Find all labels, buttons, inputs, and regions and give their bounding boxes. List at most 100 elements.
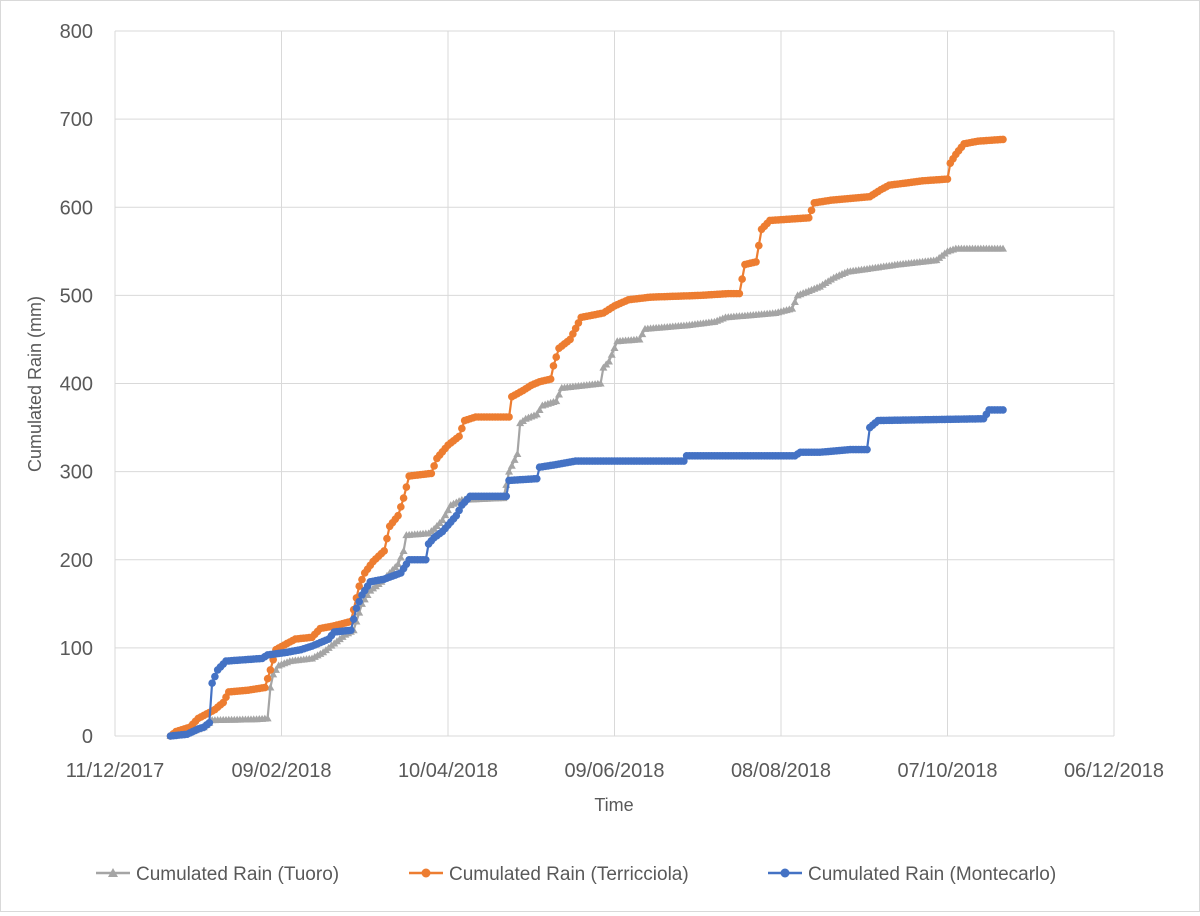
data-point [735, 289, 744, 298]
data-point [355, 608, 364, 616]
data-point [555, 390, 563, 398]
data-point [788, 304, 797, 312]
data-point [355, 597, 364, 606]
data-point [790, 297, 799, 305]
series-layer [166, 135, 1007, 740]
series-line [169, 138, 1004, 737]
data-point [863, 445, 871, 454]
legend: Cumulated Rain (Tuoro) Cumulated Rain (Te… [96, 864, 1056, 885]
data-point [205, 718, 214, 727]
horizontal-gridlines [115, 30, 1114, 737]
legend-item: Cumulated Rain (Montecarlo) [768, 864, 1056, 885]
x-axis-label: Time [594, 795, 633, 815]
y-tick-label: 0 [82, 726, 93, 748]
legend-label: Cumulated Rain (Montecarlo) [808, 864, 1056, 885]
data-point [269, 670, 278, 678]
data-point [610, 343, 619, 351]
data-point [394, 560, 403, 568]
x-tick-label: 09/06/2018 [564, 760, 664, 782]
data-point [755, 241, 763, 250]
data-point [943, 175, 952, 183]
data-point [510, 455, 519, 463]
y-tick-label: 300 [60, 462, 93, 484]
y-tick-label: 100 [60, 638, 93, 660]
data-point [211, 672, 219, 681]
data-point [638, 330, 647, 338]
data-point [604, 357, 613, 365]
y-tick-label: 600 [60, 197, 93, 219]
legend-marker [780, 868, 790, 878]
data-point [596, 379, 605, 387]
legend-label: Cumulated Rain (Terricciola) [449, 864, 689, 885]
data-point [738, 275, 746, 283]
data-point [444, 506, 452, 514]
data-point [513, 450, 522, 457]
series-3 [166, 406, 1007, 740]
data-point [505, 413, 513, 421]
data-point [261, 683, 269, 692]
data-point [422, 555, 430, 564]
y-tick-label: 400 [60, 374, 93, 396]
data-point [532, 410, 541, 418]
data-point [804, 214, 813, 222]
legend-label: Cumulated Rain (Tuoro) [136, 864, 339, 885]
series-2 [166, 135, 1007, 740]
data-point [208, 679, 216, 687]
data-point [347, 626, 355, 635]
data-point [352, 604, 361, 613]
data-point [507, 461, 516, 469]
x-tick-label: 10/04/2018 [398, 760, 498, 782]
x-tick-label: 06/12/2018 [1064, 760, 1164, 782]
data-point [383, 534, 391, 543]
y-axis-tick-labels: 0 100 200 300 400 500 600 700 800 [60, 21, 93, 748]
data-point [430, 462, 438, 470]
data-point [394, 511, 402, 520]
data-point [396, 553, 405, 561]
data-point [358, 575, 366, 584]
data-point [441, 511, 450, 519]
data-point [535, 405, 544, 413]
data-point [349, 615, 358, 624]
data-point [505, 467, 514, 475]
data-point [397, 503, 405, 511]
x-axis-tick-labels: 11/12/2017 09/02/2018 10/04/2018 09/06/2018… [66, 760, 1164, 782]
legend-marker [108, 868, 118, 877]
legend-marker [421, 868, 431, 878]
y-tick-label: 500 [60, 285, 93, 307]
data-point [263, 674, 272, 683]
data-point [752, 258, 760, 266]
data-point [546, 375, 555, 383]
x-tick-label: 07/10/2018 [897, 760, 997, 782]
y-tick-label: 800 [60, 21, 93, 43]
y-tick-label: 700 [60, 109, 93, 131]
data-point [455, 432, 463, 441]
data-point [635, 335, 644, 343]
x-tick-label: 11/12/2017 [66, 760, 165, 782]
data-point [549, 362, 558, 370]
data-point [458, 424, 466, 433]
data-point [438, 516, 447, 524]
data-point [552, 397, 561, 405]
data-point [807, 206, 816, 215]
data-point [399, 546, 408, 554]
data-point [402, 483, 411, 491]
data-point [999, 135, 1007, 144]
data-point [533, 474, 541, 483]
data-point [427, 469, 436, 478]
data-point [355, 582, 364, 590]
x-tick-label: 09/02/2018 [231, 760, 331, 782]
data-point [999, 406, 1007, 414]
legend-item: Cumulated Rain (Terricciola) [409, 864, 689, 885]
data-point [263, 714, 272, 722]
data-point [999, 244, 1007, 252]
data-point [380, 547, 388, 555]
data-point [266, 666, 275, 674]
data-point [607, 350, 616, 358]
y-axis-label: Cumulated Rain (mm) [25, 296, 45, 472]
x-tick-label: 08/08/2018 [731, 760, 831, 782]
legend-item: Cumulated Rain (Tuoro) [96, 864, 339, 885]
data-point [552, 353, 561, 361]
y-tick-label: 200 [60, 550, 93, 572]
data-point [502, 492, 511, 501]
